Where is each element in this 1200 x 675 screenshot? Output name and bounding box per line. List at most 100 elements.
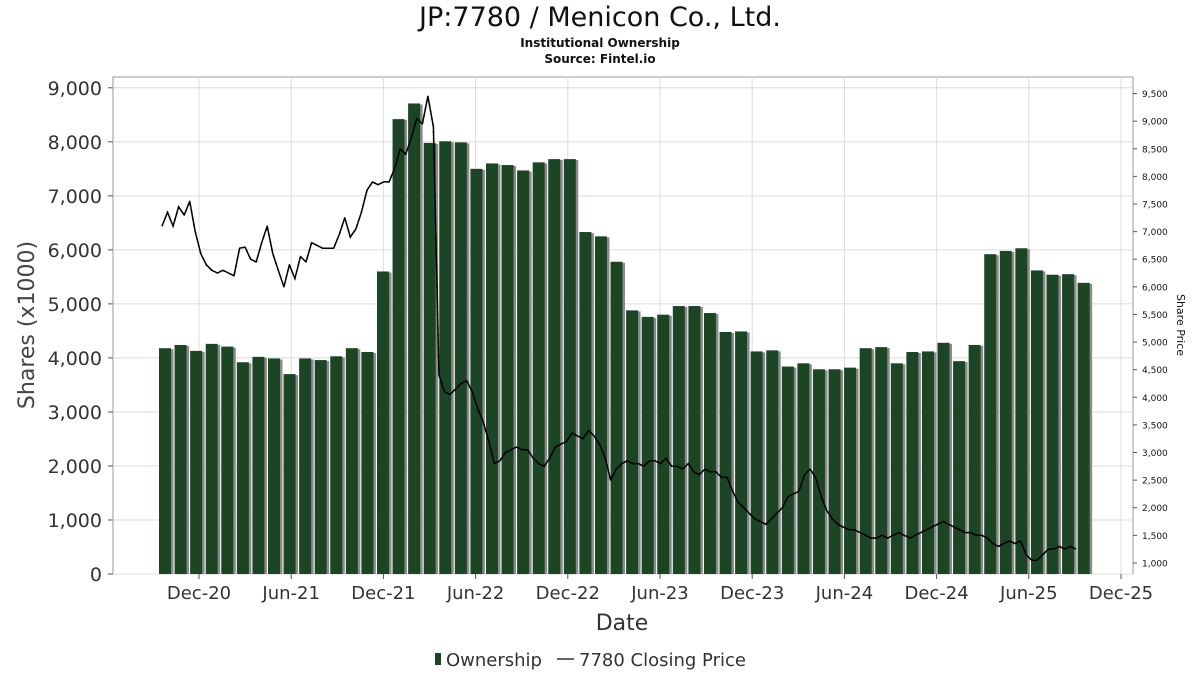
y2-axis-label: Share Price bbox=[1174, 294, 1187, 356]
ownership-bar bbox=[937, 342, 950, 574]
y2-tick-label: 8,500 bbox=[1142, 145, 1168, 155]
ownership-bar bbox=[657, 314, 670, 574]
ownership-bar bbox=[626, 310, 639, 574]
x-tick-label: Jun-22 bbox=[446, 583, 505, 604]
y2-tick-label: 1,000 bbox=[1142, 559, 1168, 569]
ownership-bar bbox=[828, 369, 841, 574]
x-tick-label: Jun-21 bbox=[261, 583, 320, 604]
y2-tick-label: 3,000 bbox=[1142, 449, 1168, 459]
ownership-bar bbox=[797, 363, 810, 574]
legend-price-label: 7780 Closing Price bbox=[579, 650, 746, 671]
y-tick-label: 9,000 bbox=[48, 78, 102, 100]
legend: Ownership 7780 Closing Price bbox=[435, 650, 746, 671]
ownership-bar bbox=[236, 362, 249, 574]
y-tick-label: 1,000 bbox=[48, 510, 102, 532]
y-tick-label: 6,000 bbox=[48, 240, 102, 262]
ownership-bar bbox=[953, 361, 966, 574]
x-axis-label: Date bbox=[596, 611, 649, 636]
ownership-bar bbox=[1015, 248, 1028, 575]
y2-tick-label: 4,000 bbox=[1142, 394, 1168, 404]
y-tick-label: 3,000 bbox=[48, 402, 102, 424]
y2-tick-label: 3,500 bbox=[1142, 421, 1168, 431]
y2-tick-label: 8,000 bbox=[1142, 173, 1168, 183]
ownership-bar bbox=[439, 141, 452, 574]
ownership-bar bbox=[688, 306, 701, 574]
ownership-bar bbox=[672, 306, 685, 574]
ownership-bar bbox=[1062, 274, 1075, 574]
ownership-bar bbox=[221, 346, 234, 574]
y2-tick-label: 7,500 bbox=[1142, 201, 1168, 211]
ownership-bar bbox=[703, 313, 716, 574]
y2-tick-label: 4,500 bbox=[1142, 366, 1168, 376]
ownership-bar bbox=[267, 358, 280, 574]
legend-ownership-swatch bbox=[435, 653, 441, 665]
ownership-bar bbox=[392, 119, 405, 574]
ownership-bar bbox=[641, 316, 654, 574]
x-tick-label: Jun-25 bbox=[999, 583, 1058, 604]
ownership-bar bbox=[252, 356, 265, 574]
ownership-bar bbox=[999, 250, 1012, 574]
ownership-bar bbox=[345, 348, 358, 574]
ownership-bar bbox=[408, 103, 421, 575]
ownership-bar bbox=[454, 142, 467, 574]
ownership-bar bbox=[174, 344, 187, 574]
ownership-bar bbox=[376, 271, 389, 574]
x-tick-label: Dec-22 bbox=[536, 583, 600, 604]
x-tick-label: Dec-21 bbox=[351, 583, 415, 604]
line-layer bbox=[161, 95, 1077, 561]
y-tick-label: 8,000 bbox=[48, 132, 102, 154]
y-axis-label: Shares (x1000) bbox=[15, 241, 40, 409]
ownership-bar bbox=[517, 170, 530, 574]
ownership-bar bbox=[314, 360, 327, 574]
ownership-bar bbox=[423, 142, 436, 574]
x-tick-label: Dec-20 bbox=[167, 583, 231, 604]
y2-tick-label: 7,000 bbox=[1142, 228, 1168, 238]
ownership-bar bbox=[719, 331, 732, 574]
x-tick-label: Jun-24 bbox=[815, 583, 874, 604]
ownership-bar bbox=[159, 348, 171, 574]
ownership-bar bbox=[283, 374, 296, 574]
ownership-bar bbox=[579, 232, 592, 574]
y2-tick-label: 5,000 bbox=[1142, 339, 1168, 349]
y-tick-label: 4,000 bbox=[48, 348, 102, 370]
y2-tick-label: 6,000 bbox=[1142, 283, 1168, 293]
ownership-bar bbox=[890, 363, 903, 574]
ownership-bar bbox=[859, 348, 872, 574]
ownership-bar bbox=[921, 351, 934, 574]
ownership-bar bbox=[361, 351, 374, 574]
x-tick-label: Dec-25 bbox=[1089, 583, 1153, 604]
legend-ownership-label: Ownership bbox=[446, 650, 542, 671]
y-tick-label: 7,000 bbox=[48, 186, 102, 208]
y-tick-label: 0 bbox=[90, 564, 102, 586]
y2-tick-label: 2,000 bbox=[1142, 504, 1168, 514]
ownership-bar bbox=[875, 347, 888, 574]
x-tick-label: Dec-24 bbox=[904, 583, 968, 604]
ownership-bar bbox=[563, 159, 576, 574]
ownership-bar bbox=[1046, 274, 1059, 574]
ownership-bar bbox=[766, 350, 779, 574]
ownership-bar bbox=[205, 343, 218, 574]
ownership-bar bbox=[812, 369, 825, 574]
y-tick-label: 2,000 bbox=[48, 456, 102, 478]
ownership-bar bbox=[750, 351, 763, 574]
ownership-bar bbox=[1030, 270, 1043, 574]
bar-layer bbox=[159, 103, 1093, 575]
y-tick-label: 5,000 bbox=[48, 294, 102, 316]
ownership-bar bbox=[299, 358, 312, 574]
x-tick-label: Jun-23 bbox=[630, 583, 689, 604]
y2-tick-label: 6,500 bbox=[1142, 256, 1168, 266]
ownership-bar bbox=[470, 168, 483, 574]
ownership-bar bbox=[735, 331, 748, 574]
ownership-bar bbox=[610, 261, 623, 574]
ownership-bar bbox=[844, 367, 857, 574]
ownership-bar bbox=[906, 351, 919, 574]
chart-source: Source: Fintel.io bbox=[544, 52, 656, 66]
ownership-bar bbox=[594, 236, 607, 574]
chart-subtitle: Institutional Ownership bbox=[520, 36, 680, 50]
price-line bbox=[161, 95, 1077, 561]
ownership-bar bbox=[485, 163, 498, 574]
y2-tick-label: 1,500 bbox=[1142, 532, 1168, 542]
ownership-bar bbox=[1077, 282, 1090, 574]
ownership-bar bbox=[548, 159, 561, 574]
